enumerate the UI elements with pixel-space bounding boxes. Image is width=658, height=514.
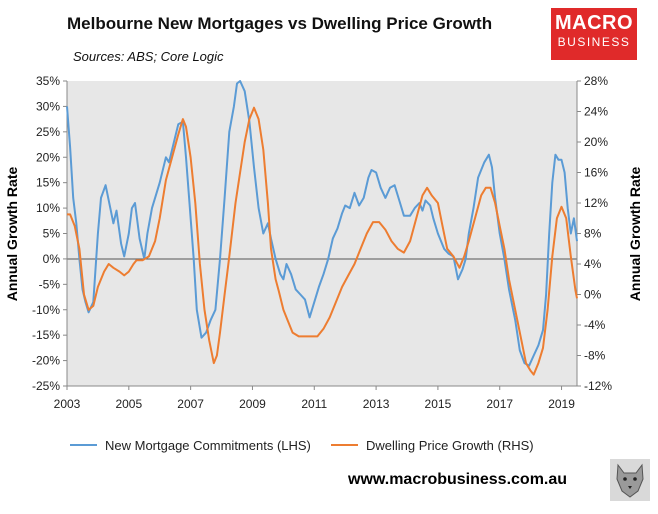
left-tick-label: -15% [32, 328, 60, 342]
x-tick-label: 2011 [301, 397, 327, 411]
legend-label-mortgage: New Mortgage Commitments (LHS) [105, 438, 311, 453]
left-tick-label: -20% [32, 354, 60, 368]
left-tick-label: 35% [36, 74, 60, 88]
right-tick-label: 12% [584, 196, 608, 210]
right-tick-label: -12% [584, 379, 612, 393]
logo-line-2: BUSINESS [557, 35, 631, 49]
right-axis-title: Annual Growth Rate [627, 167, 643, 302]
macrobusiness-logo: MACRO BUSINESS [551, 8, 637, 60]
left-tick-label: 15% [36, 176, 60, 190]
left-tick-label: 30% [36, 99, 60, 113]
x-tick-label: 2019 [548, 397, 575, 411]
x-tick-label: 2015 [425, 397, 452, 411]
right-tick-label: -8% [584, 349, 606, 363]
left-tick-label: -5% [39, 277, 61, 291]
x-tick-label: 2013 [363, 397, 390, 411]
x-axis-ticks: 2003 2005 2007 2009 2011 2013 2015 2017 2019 [54, 386, 575, 411]
series-line-dwelling-price-growth [67, 106, 578, 376]
x-tick-label: 2003 [54, 397, 81, 411]
wolf-icon [610, 459, 650, 501]
left-tick-label: 25% [36, 125, 60, 139]
right-tick-label: 0% [584, 288, 602, 302]
left-tick-label: 0% [43, 252, 61, 266]
right-tick-label: 24% [584, 105, 608, 119]
right-tick-label: 28% [584, 74, 608, 88]
chart-title: Melbourne New Mortgages vs Dwelling Pric… [67, 14, 493, 33]
x-tick-label: 2017 [486, 397, 513, 411]
left-tick-label: 5% [43, 227, 61, 241]
x-tick-label: 2007 [177, 397, 204, 411]
plot-area [67, 81, 577, 386]
chart-legend: New Mortgage Commitments (LHS) Dwelling … [70, 438, 534, 453]
left-tick-label: 20% [36, 150, 60, 164]
left-tick-label: 10% [36, 201, 60, 215]
x-tick-label: 2009 [239, 397, 266, 411]
series-layer [66, 80, 578, 376]
x-tick-label: 2005 [115, 397, 142, 411]
logo-line-1: MACRO [554, 12, 634, 34]
legend-label-price: Dwelling Price Growth (RHS) [366, 438, 534, 453]
left-tick-label: -10% [32, 303, 60, 317]
left-axis-title: Annual Growth Rate [4, 167, 20, 302]
right-axis-ticks: 28% 24% 20% 16% 12% 8% 4% 0% -4% -8% -12% [577, 74, 612, 393]
left-axis-ticks: 35% 30% 25% 20% 15% 10% 5% 0% -5% -10% -15% -20% -25… [32, 74, 67, 393]
right-tick-label: 20% [584, 135, 608, 149]
chart-source-note: Sources: ABS; Core Logic [73, 49, 224, 64]
right-tick-label: -4% [584, 318, 606, 332]
left-tick-label: -25% [32, 379, 60, 393]
right-tick-label: 4% [584, 257, 602, 271]
right-tick-label: 16% [584, 166, 608, 180]
footer-url: www.macrobusiness.com.au [348, 471, 568, 488]
right-tick-label: 8% [584, 227, 602, 241]
